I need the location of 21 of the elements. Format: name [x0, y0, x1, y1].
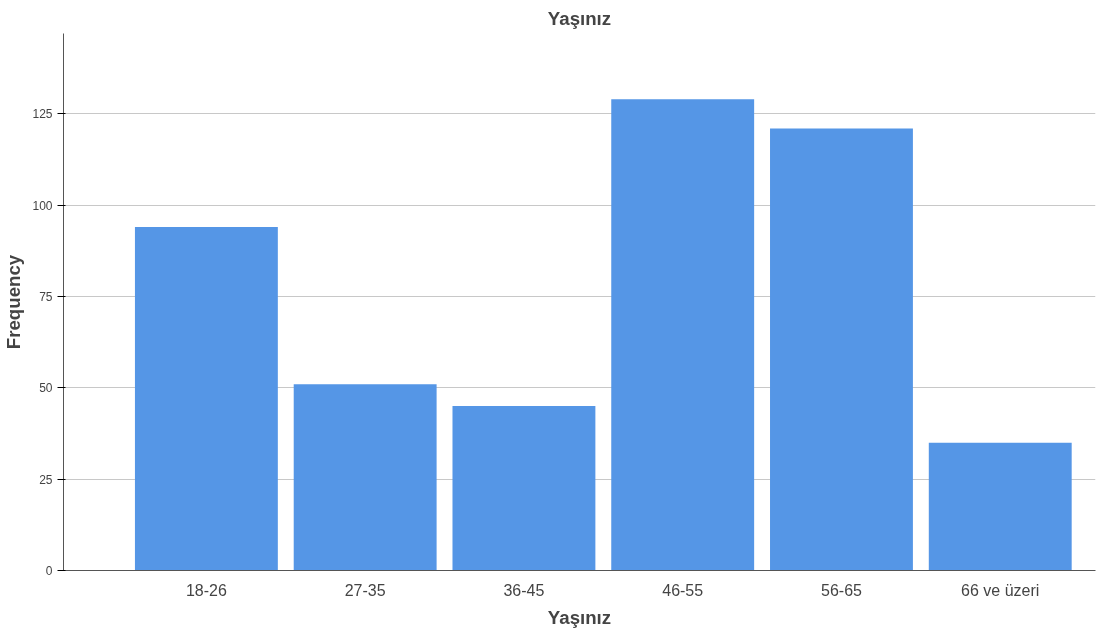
y-tick-label: 75	[39, 290, 53, 305]
chart-title: Yaşınız	[547, 7, 612, 29]
bar	[928, 442, 1072, 571]
bar	[452, 406, 596, 571]
bar	[611, 99, 755, 571]
bar	[134, 227, 278, 571]
y-tick-label: 50	[39, 381, 53, 396]
x-tick-label: 18-26	[185, 581, 227, 599]
y-tick-label: 125	[32, 107, 53, 122]
x-tick-label: 46-55	[662, 581, 704, 599]
x-tick-label: 36-45	[503, 581, 545, 599]
y-tick-label: 100	[32, 198, 53, 213]
x-tick-label: 27-35	[344, 581, 386, 599]
y-axis-title: Frequency	[3, 254, 25, 350]
bar	[770, 128, 913, 571]
x-axis-title: Yaşınız	[547, 606, 612, 628]
bar	[293, 384, 437, 571]
y-tick-label: 25	[39, 472, 53, 487]
x-tick-label: 66 ve üzeri	[961, 581, 1040, 599]
y-tick-label: 0	[45, 564, 53, 578]
x-tick-label: 56-65	[821, 581, 863, 599]
